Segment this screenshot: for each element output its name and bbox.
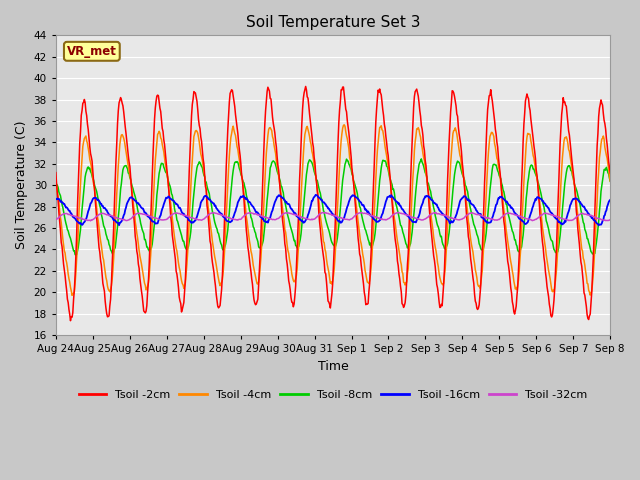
- X-axis label: Time: Time: [317, 360, 348, 372]
- Y-axis label: Soil Temperature (C): Soil Temperature (C): [15, 121, 28, 250]
- Title: Soil Temperature Set 3: Soil Temperature Set 3: [246, 15, 420, 30]
- Text: VR_met: VR_met: [67, 45, 116, 58]
- Legend: Tsoil -2cm, Tsoil -4cm, Tsoil -8cm, Tsoil -16cm, Tsoil -32cm: Tsoil -2cm, Tsoil -4cm, Tsoil -8cm, Tsoi…: [74, 385, 592, 404]
